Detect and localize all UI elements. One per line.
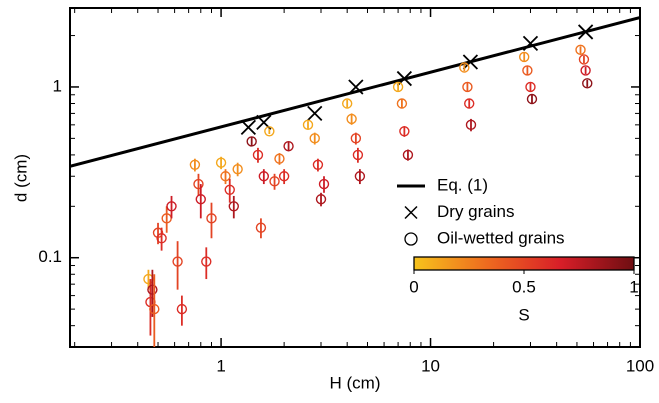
circle-marker [352, 149, 364, 161]
circle-marker [575, 44, 586, 56]
cross-marker [348, 79, 364, 95]
circle-marker [255, 222, 267, 233]
circle-marker [350, 133, 362, 144]
circle-marker [224, 184, 235, 195]
circle-marker [354, 171, 366, 182]
y-tick-label: 1 [53, 76, 62, 95]
legend-label: Eq. (1) [437, 175, 488, 194]
circle-marker [278, 171, 290, 182]
circle-marker [464, 98, 475, 109]
circle-marker [264, 126, 275, 137]
plot-area [70, 16, 640, 347]
circle-marker [232, 163, 243, 175]
circle-marker [252, 149, 264, 161]
fit-line [70, 16, 640, 168]
cross-marker [240, 119, 257, 135]
legend-label: Oil-wetted grains [437, 228, 565, 247]
colorbar [413, 256, 635, 271]
circle-marker [578, 54, 590, 65]
circle-marker [312, 159, 324, 171]
circle-marker [215, 157, 227, 168]
circle-marker [149, 303, 160, 315]
circle-marker [156, 233, 167, 244]
circle-marker [258, 171, 270, 182]
y-axis-label: d (cm) [11, 154, 30, 202]
circle-marker [315, 194, 327, 205]
circle-marker [519, 51, 530, 63]
x-axis-label: H (cm) [330, 373, 381, 392]
circle-marker [392, 81, 404, 93]
legend-swatch [404, 232, 418, 246]
circle-marker [346, 113, 357, 125]
circle-marker [283, 140, 294, 152]
circle-marker [246, 136, 257, 147]
circle-marker [166, 201, 177, 212]
circle-marker [399, 126, 410, 137]
cross-marker [522, 35, 539, 52]
x-tick-label: 10 [421, 356, 440, 375]
circle-marker [302, 119, 314, 131]
cross-marker [462, 54, 479, 70]
circle-marker [201, 256, 212, 267]
circle-marker [402, 149, 414, 161]
circle-marker [274, 153, 285, 164]
circle-marker [522, 65, 533, 76]
colorbar-tick-label: 1 [629, 277, 638, 296]
cross-marker [307, 105, 323, 122]
legend-swatch [404, 205, 418, 220]
legend-label: Dry grains [437, 202, 514, 221]
circle-marker [396, 98, 408, 109]
circle-marker [195, 194, 206, 205]
circle-marker [220, 171, 231, 182]
circle-marker [465, 119, 477, 131]
x-tick-label: 100 [626, 356, 654, 375]
y-tick-label: 0.1 [38, 247, 62, 266]
circle-marker [525, 81, 536, 93]
colorbar-tick-label: 0 [409, 277, 418, 296]
circle-marker [459, 62, 470, 73]
colorbar-tick-label: 0.5 [512, 277, 536, 296]
circle-marker [189, 159, 201, 171]
circle-marker [580, 65, 591, 76]
circle-marker [147, 284, 158, 295]
circle-marker [309, 133, 320, 144]
cross-marker [577, 24, 594, 40]
circle-marker [318, 178, 330, 190]
circle-marker [176, 303, 188, 315]
x-tick-label: 1 [216, 356, 225, 375]
circle-marker [193, 178, 204, 190]
colorbar-label: S [518, 305, 529, 324]
circle-marker [172, 256, 183, 267]
plot-frame [69, 7, 641, 348]
circle-marker [526, 93, 538, 105]
circle-marker [152, 227, 164, 238]
circle-marker [341, 98, 353, 109]
circle-marker [462, 81, 473, 93]
circle-marker [582, 78, 593, 89]
circle-marker [206, 213, 217, 224]
circle-marker [228, 201, 239, 212]
circle-marker [269, 176, 280, 187]
